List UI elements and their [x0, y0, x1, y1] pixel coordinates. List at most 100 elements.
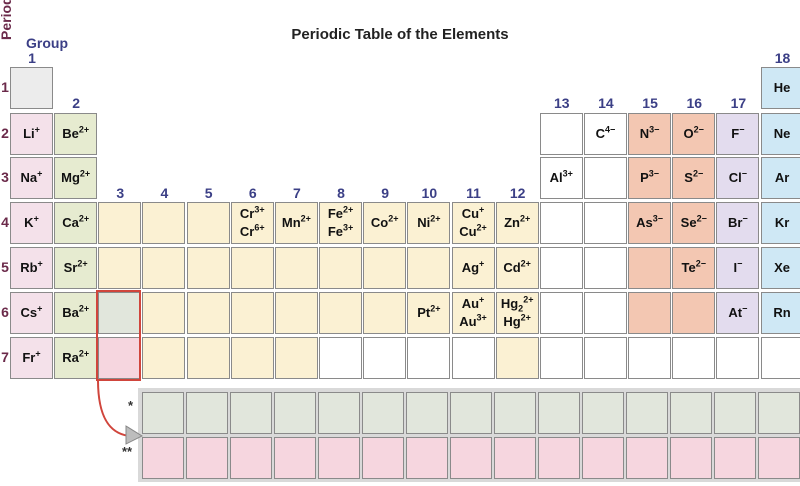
element-cell-p6-g17: At−	[716, 292, 760, 334]
ion-label: Fe2+	[328, 205, 353, 223]
ion-symbol: Xe	[774, 260, 790, 276]
element-cell-p7-g12	[495, 337, 539, 379]
element-cell-p7-g7	[274, 337, 318, 379]
ion-label: N3−	[640, 125, 660, 143]
element-cell-p3-g1: Na+	[10, 157, 53, 199]
element-cell-p4-g5	[186, 202, 230, 244]
lanthanide-cell	[538, 392, 580, 434]
element-cell-p6-g7	[274, 292, 318, 334]
ion-label: Be2+	[62, 125, 89, 143]
period-number-3: 3	[1, 169, 9, 185]
ion-charge: 2+	[78, 124, 90, 135]
ion-charge: 2+	[78, 348, 90, 359]
ion-label: Fr+	[22, 349, 40, 367]
actinide-cell	[670, 437, 712, 479]
ion-charge: 2+	[430, 303, 441, 314]
element-cell-p6-g18: Rn	[760, 292, 800, 334]
element-cell-p7-g6	[230, 337, 274, 379]
group3-highlight-box	[96, 290, 141, 381]
actinide-cell	[406, 437, 448, 479]
ion-charge: 3+	[562, 168, 573, 179]
element-cell-p2-g18: Ne	[760, 113, 800, 155]
element-cell-p7-g8	[319, 337, 363, 379]
ion-charge: 2+	[519, 213, 531, 224]
ion-label: Ca2+	[62, 214, 89, 232]
element-cell-p3-g2: Mg2+	[54, 157, 98, 199]
ion-charge: 3+	[343, 222, 354, 233]
ion-subscript: 2	[518, 304, 524, 315]
ion-label: At−	[728, 304, 747, 322]
ion-charge: 2+	[430, 213, 441, 224]
ion-symbol: Na	[20, 170, 38, 186]
element-cell-p6-g6	[230, 292, 274, 334]
actinide-cell	[274, 437, 316, 479]
ion-symbol: Au	[459, 314, 477, 329]
ion-symbol: Te	[681, 260, 696, 276]
element-cell-p4-g18: Kr	[760, 202, 800, 244]
ion-charge: 2−	[692, 168, 704, 179]
ion-charge: 2−	[695, 258, 706, 269]
period-number-2: 2	[1, 125, 9, 141]
ion-label: Te2−	[682, 259, 706, 277]
element-cell-p7-g2: Ra2+	[54, 337, 98, 379]
ion-symbol: O	[683, 126, 694, 142]
element-cell-p5-g17: I−	[716, 247, 760, 289]
element-cell-p7-g1: Fr+	[10, 337, 53, 379]
ion-label: Ba2+	[62, 304, 89, 322]
actinide-cell	[186, 437, 228, 479]
ion-charge: 3−	[649, 124, 660, 135]
element-cell-p7-g14	[583, 337, 627, 379]
actinide-cell	[450, 437, 492, 479]
actinide-cell	[494, 437, 536, 479]
ion-charge: 2−	[696, 213, 707, 224]
element-cell-p4-g14	[583, 202, 627, 244]
ion-label: K+	[24, 214, 39, 232]
element-cell-p6-g3	[98, 292, 142, 334]
ion-label: Rn	[773, 304, 790, 322]
ion-label: C4−	[596, 125, 616, 143]
ion-symbol: N	[639, 126, 650, 142]
element-cell-p6-g2: Ba2+	[54, 292, 98, 334]
ion-symbol: Mn	[281, 215, 301, 231]
element-cell-p5-g12: Cd2+	[495, 247, 539, 289]
group-number-13: 13	[554, 95, 570, 111]
element-cell-p4-g17: Br−	[716, 202, 760, 244]
element-cell-p4-g9: Co2+	[363, 202, 407, 244]
ion-label: P3−	[640, 169, 659, 187]
element-cell-p6-g11: Au+ Au3+	[451, 292, 495, 334]
lanthanide-cell	[670, 392, 712, 434]
ion-label: Cu2+	[459, 223, 487, 241]
actinide-cell	[142, 437, 184, 479]
ion-charge: +	[479, 295, 485, 306]
element-cell-p4-g11: Cu+ Cu2+	[451, 202, 495, 244]
ion-label: Hg2+	[501, 313, 534, 331]
ion-symbol: Fe	[327, 224, 343, 239]
ion-label: Rb+	[20, 259, 43, 277]
ion-symbol: Be	[62, 126, 79, 142]
actinide-cell	[714, 437, 756, 479]
element-cell-p5-g1: Rb+	[10, 247, 53, 289]
ion-symbol: Au	[461, 296, 480, 312]
element-cell-p4-g8: Fe2+ Fe3+	[319, 202, 363, 244]
ion-symbol: As	[636, 215, 653, 231]
period-number-1: 1	[1, 79, 9, 95]
element-cell-p6-g14	[583, 292, 627, 334]
ion-label: Cr3+	[240, 205, 265, 223]
actinide-cell	[582, 437, 624, 479]
ion-charge: −	[737, 258, 743, 269]
ion-symbol: He	[773, 80, 791, 96]
ion-label: F−	[731, 125, 744, 143]
ion-symbol: Cr	[239, 224, 255, 239]
ion-symbol: Mg	[61, 170, 80, 186]
lanthanide-cell	[582, 392, 624, 434]
element-cell-p6-g5	[186, 292, 230, 334]
ion-label: Co2+	[371, 214, 399, 232]
element-cell-p2-g17: F−	[716, 113, 760, 155]
lanthanide-cell	[714, 392, 756, 434]
element-cell-p3-g13: Al3+	[539, 157, 583, 199]
element-cell-p7-g16	[672, 337, 716, 379]
lanthanide-cell	[450, 392, 492, 434]
group-number-18: 18	[774, 50, 791, 66]
ion-charge: −	[741, 168, 748, 179]
